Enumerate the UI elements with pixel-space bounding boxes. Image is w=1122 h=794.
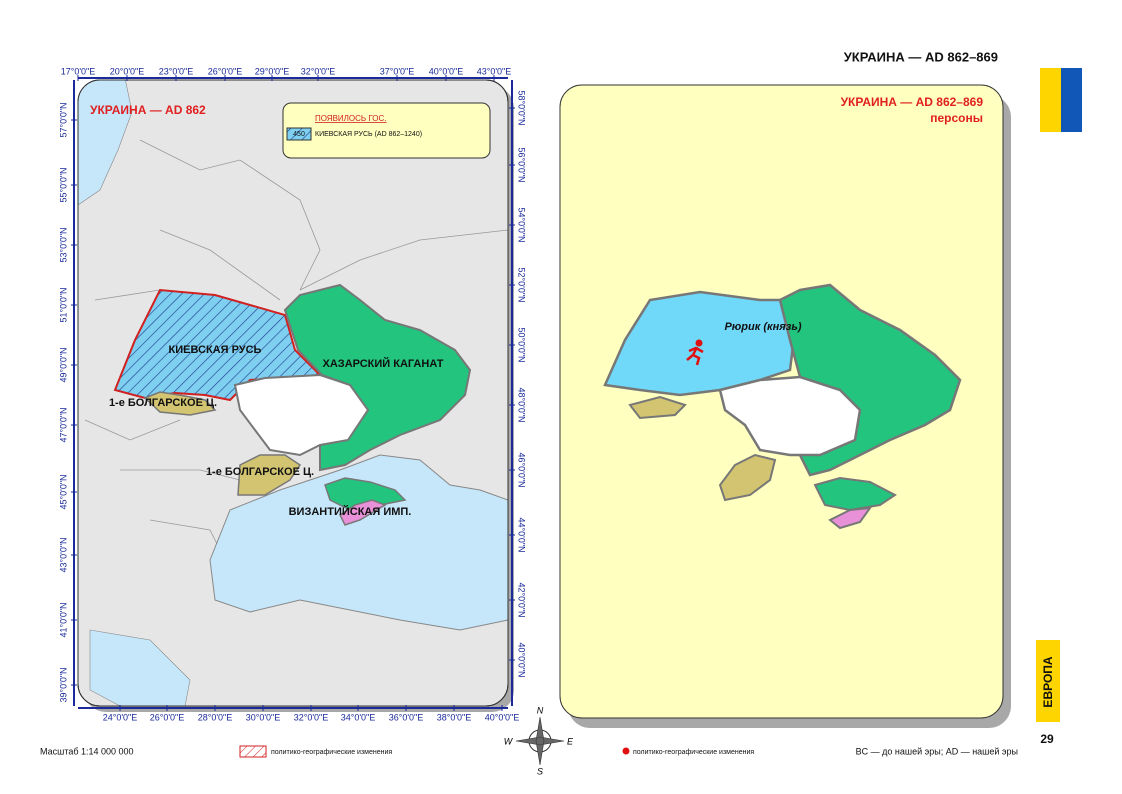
dot-legend: политико-географические изменения <box>633 749 754 756</box>
bottom-axis-label: 38°0'0"E <box>437 712 472 722</box>
byzantine <box>339 499 387 526</box>
bottom-axis-label: 30°0'0"E <box>246 712 281 722</box>
steppe <box>233 373 370 457</box>
left-map-title: УКРАИНА — AD 862 <box>90 103 206 117</box>
bottom-axis-label: 36°0'0"E <box>389 712 424 722</box>
dot-swatch <box>622 747 630 755</box>
compass-letter: W <box>504 736 514 746</box>
compass: N W E S <box>504 705 574 776</box>
left-axis-label: 51°0'0"N <box>58 287 68 322</box>
era-note: BC — до нашей эры; AD — нашей эры <box>856 746 1018 756</box>
baltic-sea <box>78 80 133 206</box>
steppe <box>718 375 862 457</box>
bulgaria-2 <box>718 453 777 502</box>
left-axis-label: 57°0'0"N <box>58 102 68 137</box>
compass-letter: N <box>537 705 544 715</box>
bottom-axis-label: 28°0'0"E <box>198 712 233 722</box>
hatch-swatch <box>239 745 267 758</box>
scale-note: Масштаб 1:14 000 000 <box>40 746 134 756</box>
right-map-subtitle: персоны <box>930 111 983 125</box>
legend-item: КИЕВСКАЯ РУСЬ (AD 862–1240) <box>315 131 422 138</box>
legend-code: 450 <box>293 131 305 138</box>
right-axis-label: 54°0'0"N <box>517 207 527 242</box>
right-axis-label: 56°0'0"N <box>517 147 527 182</box>
right-axis-label: 46°0'0"N <box>517 452 527 487</box>
bottom-axis-label: 32°0'0"E <box>294 712 329 722</box>
section-label: ЕВРОПА <box>1041 656 1055 707</box>
left-map-border <box>77 79 509 707</box>
hatch-legend: политико-географические изменения <box>271 749 392 756</box>
black-sea <box>209 454 508 631</box>
top-axis-label: 32°0'0"E <box>301 66 336 76</box>
compass-letter: E <box>567 736 574 746</box>
bottom-axis-label: 40°0'0"E <box>485 712 520 722</box>
bulgaria-1 <box>143 391 217 416</box>
left-axis-label: 49°0'0"N <box>58 347 68 382</box>
bottom-axis-label: 24°0'0"E <box>103 712 138 722</box>
crimea <box>813 476 897 512</box>
left-map <box>78 80 508 706</box>
right-axis-label: 44°0'0"N <box>517 517 527 552</box>
page-header: УКРАИНА — AD 862–869 <box>844 49 998 64</box>
region-label: КИЕВСКАЯ РУСЬ <box>169 344 262 356</box>
bulgaria-1 <box>628 395 687 420</box>
region-label: 1-е БОЛГАРСКОЕ Ц. <box>109 397 217 409</box>
left-axis-label: 41°0'0"N <box>58 602 68 637</box>
top-axis-label: 17°0'0"E <box>61 66 96 76</box>
compass-letter: S <box>537 766 543 776</box>
person-icon <box>686 339 704 366</box>
left-axis-label: 39°0'0"N <box>58 667 68 702</box>
top-axis-label: 29°0'0"E <box>255 66 290 76</box>
flag-yellow <box>1040 68 1061 132</box>
region-label: 1-е БОЛГАРСКОЕ Ц. <box>206 466 314 478</box>
top-axis-label: 20°0'0"E <box>110 66 145 76</box>
region-label: ВИЗАНТИЙСКАЯ ИМП. <box>289 505 412 518</box>
right-map-title: УКРАИНА — AD 862–869 <box>841 95 984 109</box>
crimea <box>324 477 407 511</box>
left-axis-label: 55°0'0"N <box>58 167 68 202</box>
aegean-sea <box>89 629 191 706</box>
top-axis-label: 26°0'0"E <box>208 66 243 76</box>
right-axis-label: 58°0'0"N <box>517 90 527 125</box>
bulgaria-2 <box>237 454 302 496</box>
top-axis-label: 43°0'0"E <box>477 66 512 76</box>
flag-blue <box>1061 68 1082 132</box>
bottom-axis-label: 34°0'0"E <box>341 712 376 722</box>
legend-box <box>282 102 491 159</box>
page-number: 29 <box>1040 732 1054 746</box>
left-axis-label: 43°0'0"N <box>58 537 68 572</box>
left-axis-label: 53°0'0"N <box>58 227 68 262</box>
left-axis-label: 47°0'0"N <box>58 407 68 442</box>
right-axis-label: 52°0'0"N <box>517 267 527 302</box>
legend-heading: ПОЯВИЛОСЬ ГОС. <box>315 114 387 123</box>
right-axis-label: 50°0'0"N <box>517 327 527 362</box>
byzantine <box>828 506 873 530</box>
right-axis-label: 40°0'0"N <box>517 642 527 677</box>
right-axis-label: 48°0'0"N <box>517 387 527 422</box>
section-tab <box>1036 640 1060 722</box>
top-axis-label: 23°0'0"E <box>159 66 194 76</box>
top-axis-label: 37°0'0"E <box>380 66 415 76</box>
legend-swatch <box>286 127 312 141</box>
region-label: ХАЗАРСКИЙ КАГАНАТ <box>323 357 444 370</box>
right-axis-label: 42°0'0"N <box>517 582 527 617</box>
bottom-axis-label: 26°0'0"E <box>150 712 185 722</box>
top-axis-label: 40°0'0"E <box>429 66 464 76</box>
left-axis-label: 45°0'0"N <box>58 474 68 509</box>
person-label: Рюрик (князь) <box>724 321 801 333</box>
borders <box>84 139 508 571</box>
